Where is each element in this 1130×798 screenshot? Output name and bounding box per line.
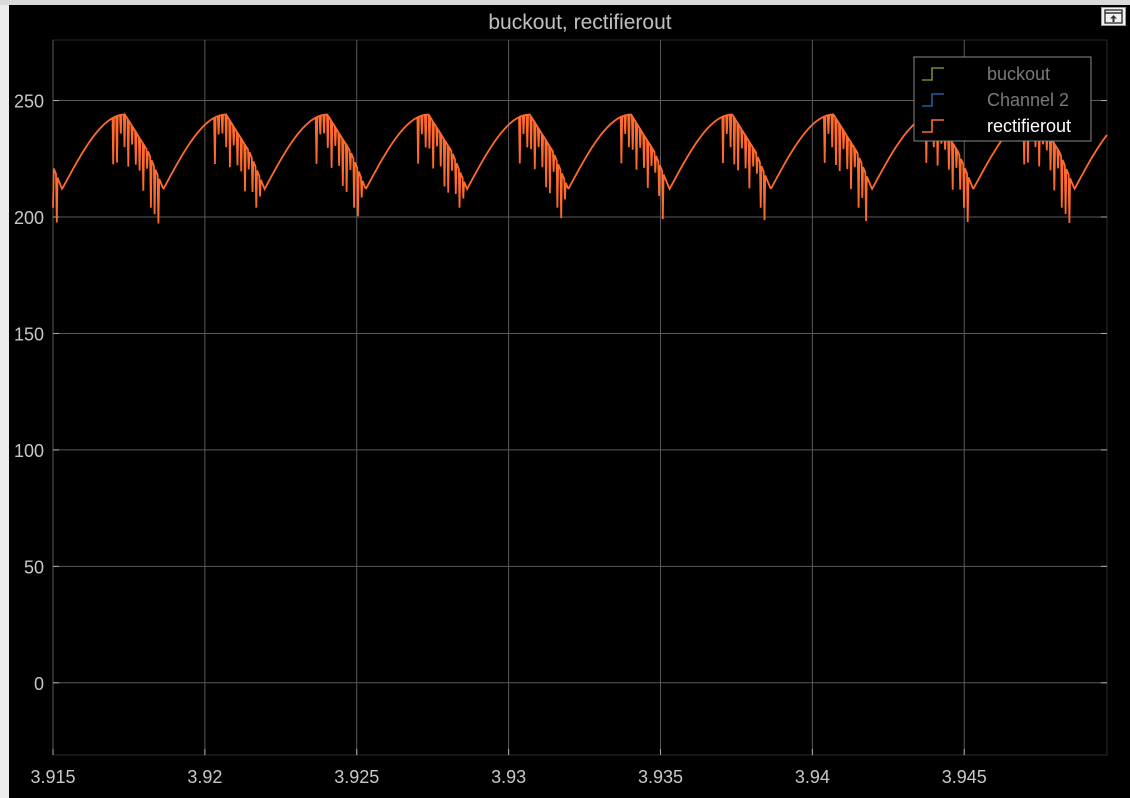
grid-lines	[52, 40, 1107, 755]
y-tick-label: 50	[24, 557, 44, 577]
undock-icon	[1104, 9, 1123, 24]
x-tick-label: 3.92	[187, 767, 222, 787]
legend-swatch	[922, 67, 944, 81]
x-tick-label: 3.94	[795, 767, 830, 787]
x-tick-label: 3.935	[638, 767, 683, 787]
y-tick-label: 250	[14, 92, 44, 112]
y-tick-label: 200	[14, 208, 44, 228]
y-axis: 0 50 100 150 200 250	[14, 92, 1107, 694]
y-tick-label: 100	[14, 441, 44, 461]
legend-box	[913, 56, 1092, 142]
x-tick-label: 3.915	[30, 767, 75, 787]
chart-title: buckout, rectifierout	[488, 11, 671, 34]
legend-swatch	[922, 119, 944, 133]
y-tick-label: 0	[34, 674, 44, 694]
x-tick-label: 3.925	[334, 767, 379, 787]
legend-entry[interactable]: buckout	[987, 64, 1050, 84]
y-tick-label: 150	[14, 324, 44, 344]
x-tick-label: 3.93	[491, 767, 526, 787]
undock-button[interactable]	[1101, 7, 1126, 26]
legend-swatch	[922, 93, 944, 107]
window-top-edge	[0, 0, 1130, 5]
x-axis: 3.915 3.92 3.925 3.93 3.935 3.94 3.945	[30, 749, 987, 787]
legend[interactable]: buckout Channel 2 rectifierout	[913, 56, 1092, 142]
legend-entry[interactable]: Channel 2	[987, 90, 1069, 110]
legend-entry[interactable]: rectifierout	[987, 116, 1071, 136]
x-tick-label: 3.945	[942, 767, 987, 787]
window-left-edge	[0, 5, 9, 798]
